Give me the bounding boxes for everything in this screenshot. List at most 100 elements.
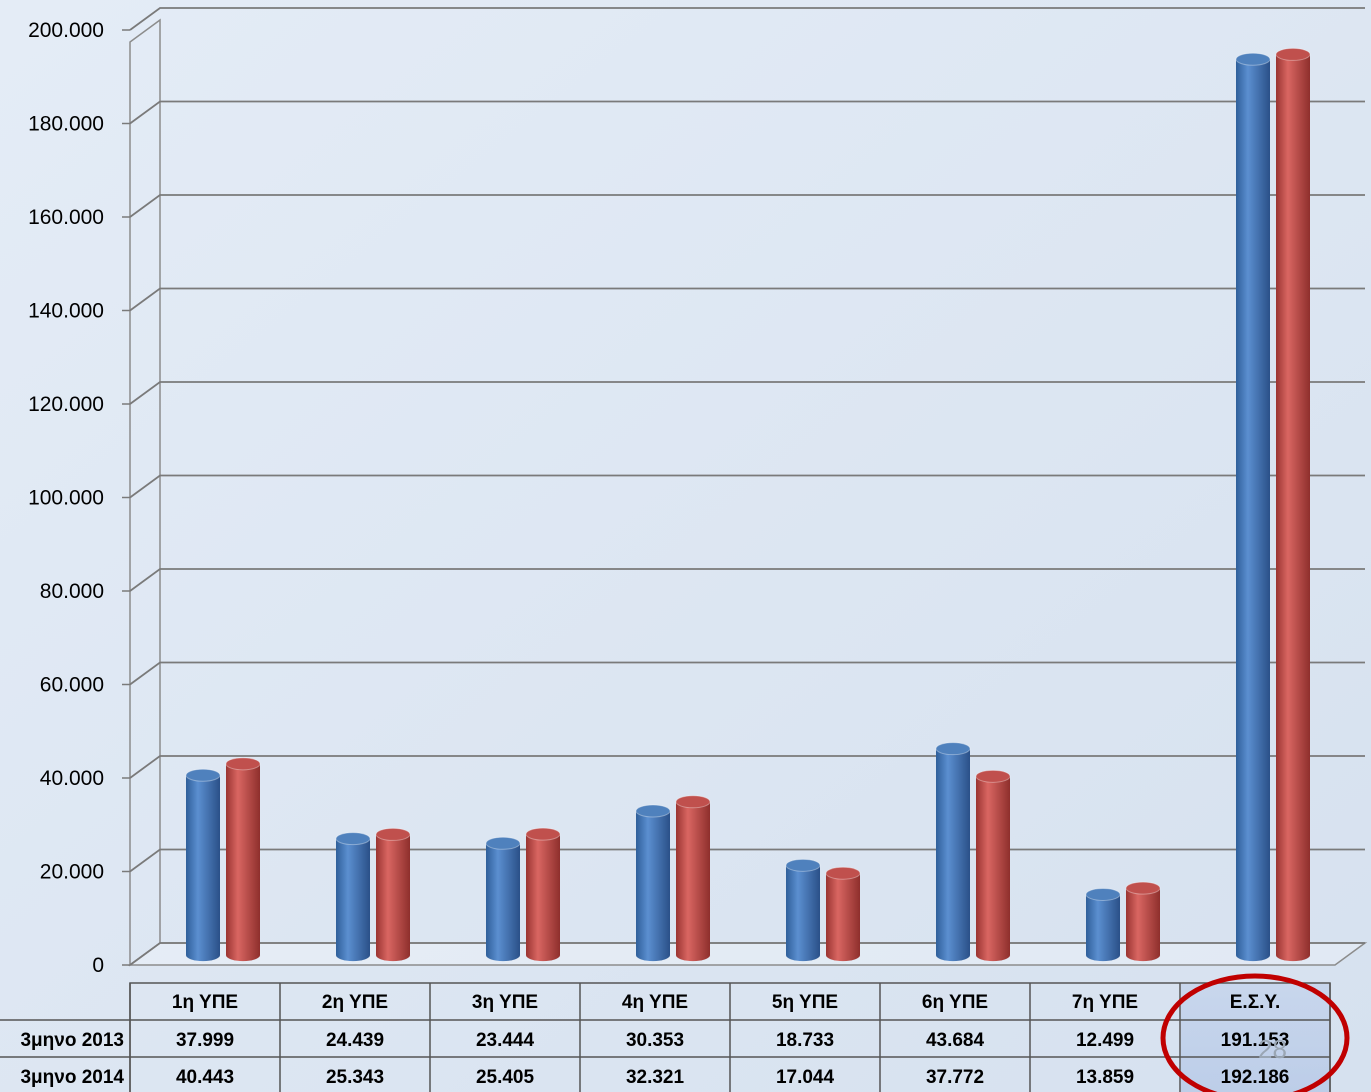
data-label: 17.044 <box>776 1067 835 1088</box>
bar-body <box>826 873 860 956</box>
data-label: 192.186 <box>1221 1067 1290 1088</box>
legend-label: 3μηνο 2013 <box>20 1030 124 1051</box>
bar-top <box>935 742 971 756</box>
bar-base <box>826 949 860 962</box>
bar <box>225 757 261 962</box>
bar-base <box>376 949 410 962</box>
bar-body <box>1276 54 1310 956</box>
bar <box>935 742 971 962</box>
x-category-label: 1η ΥΠΕ <box>172 992 238 1013</box>
bar <box>675 795 711 962</box>
bar-top <box>485 836 521 850</box>
gridline <box>129 287 1365 312</box>
bar <box>635 804 671 962</box>
bar <box>485 836 521 962</box>
bar <box>1275 47 1311 962</box>
data-label: 25.405 <box>476 1067 535 1088</box>
x-category-label: 5η ΥΠΕ <box>772 992 838 1013</box>
data-label: 13.859 <box>1076 1067 1134 1088</box>
bar <box>785 858 821 962</box>
bar-body <box>676 801 710 956</box>
bar-base <box>1086 949 1120 962</box>
bar-body <box>976 776 1010 956</box>
bar-top <box>525 827 561 841</box>
gridline <box>129 474 1365 499</box>
legend-label: 3μηνο 2014 <box>20 1067 124 1088</box>
bar-body <box>1236 59 1270 956</box>
y-tick-label: 160.000 <box>28 206 104 229</box>
bar <box>975 769 1011 962</box>
bar-top <box>1275 47 1311 61</box>
gridline <box>129 194 1365 218</box>
data-label: 40.443 <box>176 1067 234 1088</box>
bar-body <box>936 748 970 956</box>
bar-top <box>675 795 711 809</box>
y-tick-label: 40.000 <box>40 767 104 790</box>
bar <box>825 866 861 962</box>
y-tick-label: 80.000 <box>40 580 104 603</box>
bar-top <box>1125 881 1161 895</box>
bar-base <box>936 949 970 962</box>
bar-base <box>526 949 560 962</box>
slide-number: 28 <box>1258 1034 1287 1064</box>
bar-body <box>1126 888 1160 956</box>
bar-top <box>825 866 861 880</box>
gridline <box>129 568 1365 592</box>
bar-base <box>226 949 260 962</box>
y-tick-label: 200.000 <box>28 19 104 42</box>
bar-base <box>486 949 520 962</box>
bar-base <box>676 949 710 962</box>
y-tick-label: 120.000 <box>28 393 104 416</box>
highlight-circle <box>1160 973 1350 1092</box>
bar-body <box>376 834 410 956</box>
gridline <box>129 7 1365 31</box>
bar-top <box>785 858 821 872</box>
bar-body <box>526 834 560 956</box>
bar-base <box>336 949 370 962</box>
bar <box>375 827 411 962</box>
bar-top <box>225 757 261 771</box>
plot-floor <box>127 942 1368 966</box>
bar <box>1235 52 1271 962</box>
bar <box>1125 881 1161 962</box>
data-label: 30.353 <box>626 1030 684 1051</box>
y-tick-label: 100.000 <box>28 487 104 510</box>
bar-top <box>635 804 671 818</box>
data-label: 24.439 <box>326 1030 384 1051</box>
highlight-cell-fill <box>1181 984 1329 1092</box>
y-tick-label: 140.000 <box>28 300 104 323</box>
data-label: 43.684 <box>926 1030 985 1051</box>
x-category-label: 3η ΥΠΕ <box>472 992 538 1013</box>
bar-base <box>976 949 1010 962</box>
x-category-label: 7η ΥΠΕ <box>1072 992 1138 1013</box>
data-label: 191.153 <box>1221 1030 1290 1051</box>
data-label: 37.999 <box>176 1030 234 1051</box>
bar <box>335 832 371 962</box>
bar-top <box>1235 52 1271 66</box>
data-label: 37.772 <box>926 1067 984 1088</box>
x-category-label: 4η ΥΠΕ <box>622 992 688 1013</box>
x-category-label: 6η ΥΠΕ <box>922 992 988 1013</box>
bar-base <box>186 949 220 962</box>
bar-base <box>636 949 670 962</box>
bar-base <box>1126 949 1160 962</box>
data-label: 12.499 <box>1076 1030 1134 1051</box>
bar-top <box>335 832 371 846</box>
gridline <box>129 100 1365 125</box>
bar-body <box>486 843 520 956</box>
data-label: 25.343 <box>326 1067 384 1088</box>
data-label: 32.321 <box>626 1067 685 1088</box>
y-tick-label: 60.000 <box>40 674 104 697</box>
bar-base <box>1276 949 1310 962</box>
y-tick-label: 0 <box>92 954 104 977</box>
bar-top <box>975 769 1011 783</box>
bar-base <box>786 949 820 962</box>
bar <box>525 827 561 962</box>
bar-top <box>185 768 221 782</box>
bar <box>1085 887 1121 962</box>
bar-body <box>1086 894 1120 956</box>
gridline <box>129 661 1365 686</box>
bar-body <box>226 763 260 956</box>
bar-body <box>336 838 370 956</box>
